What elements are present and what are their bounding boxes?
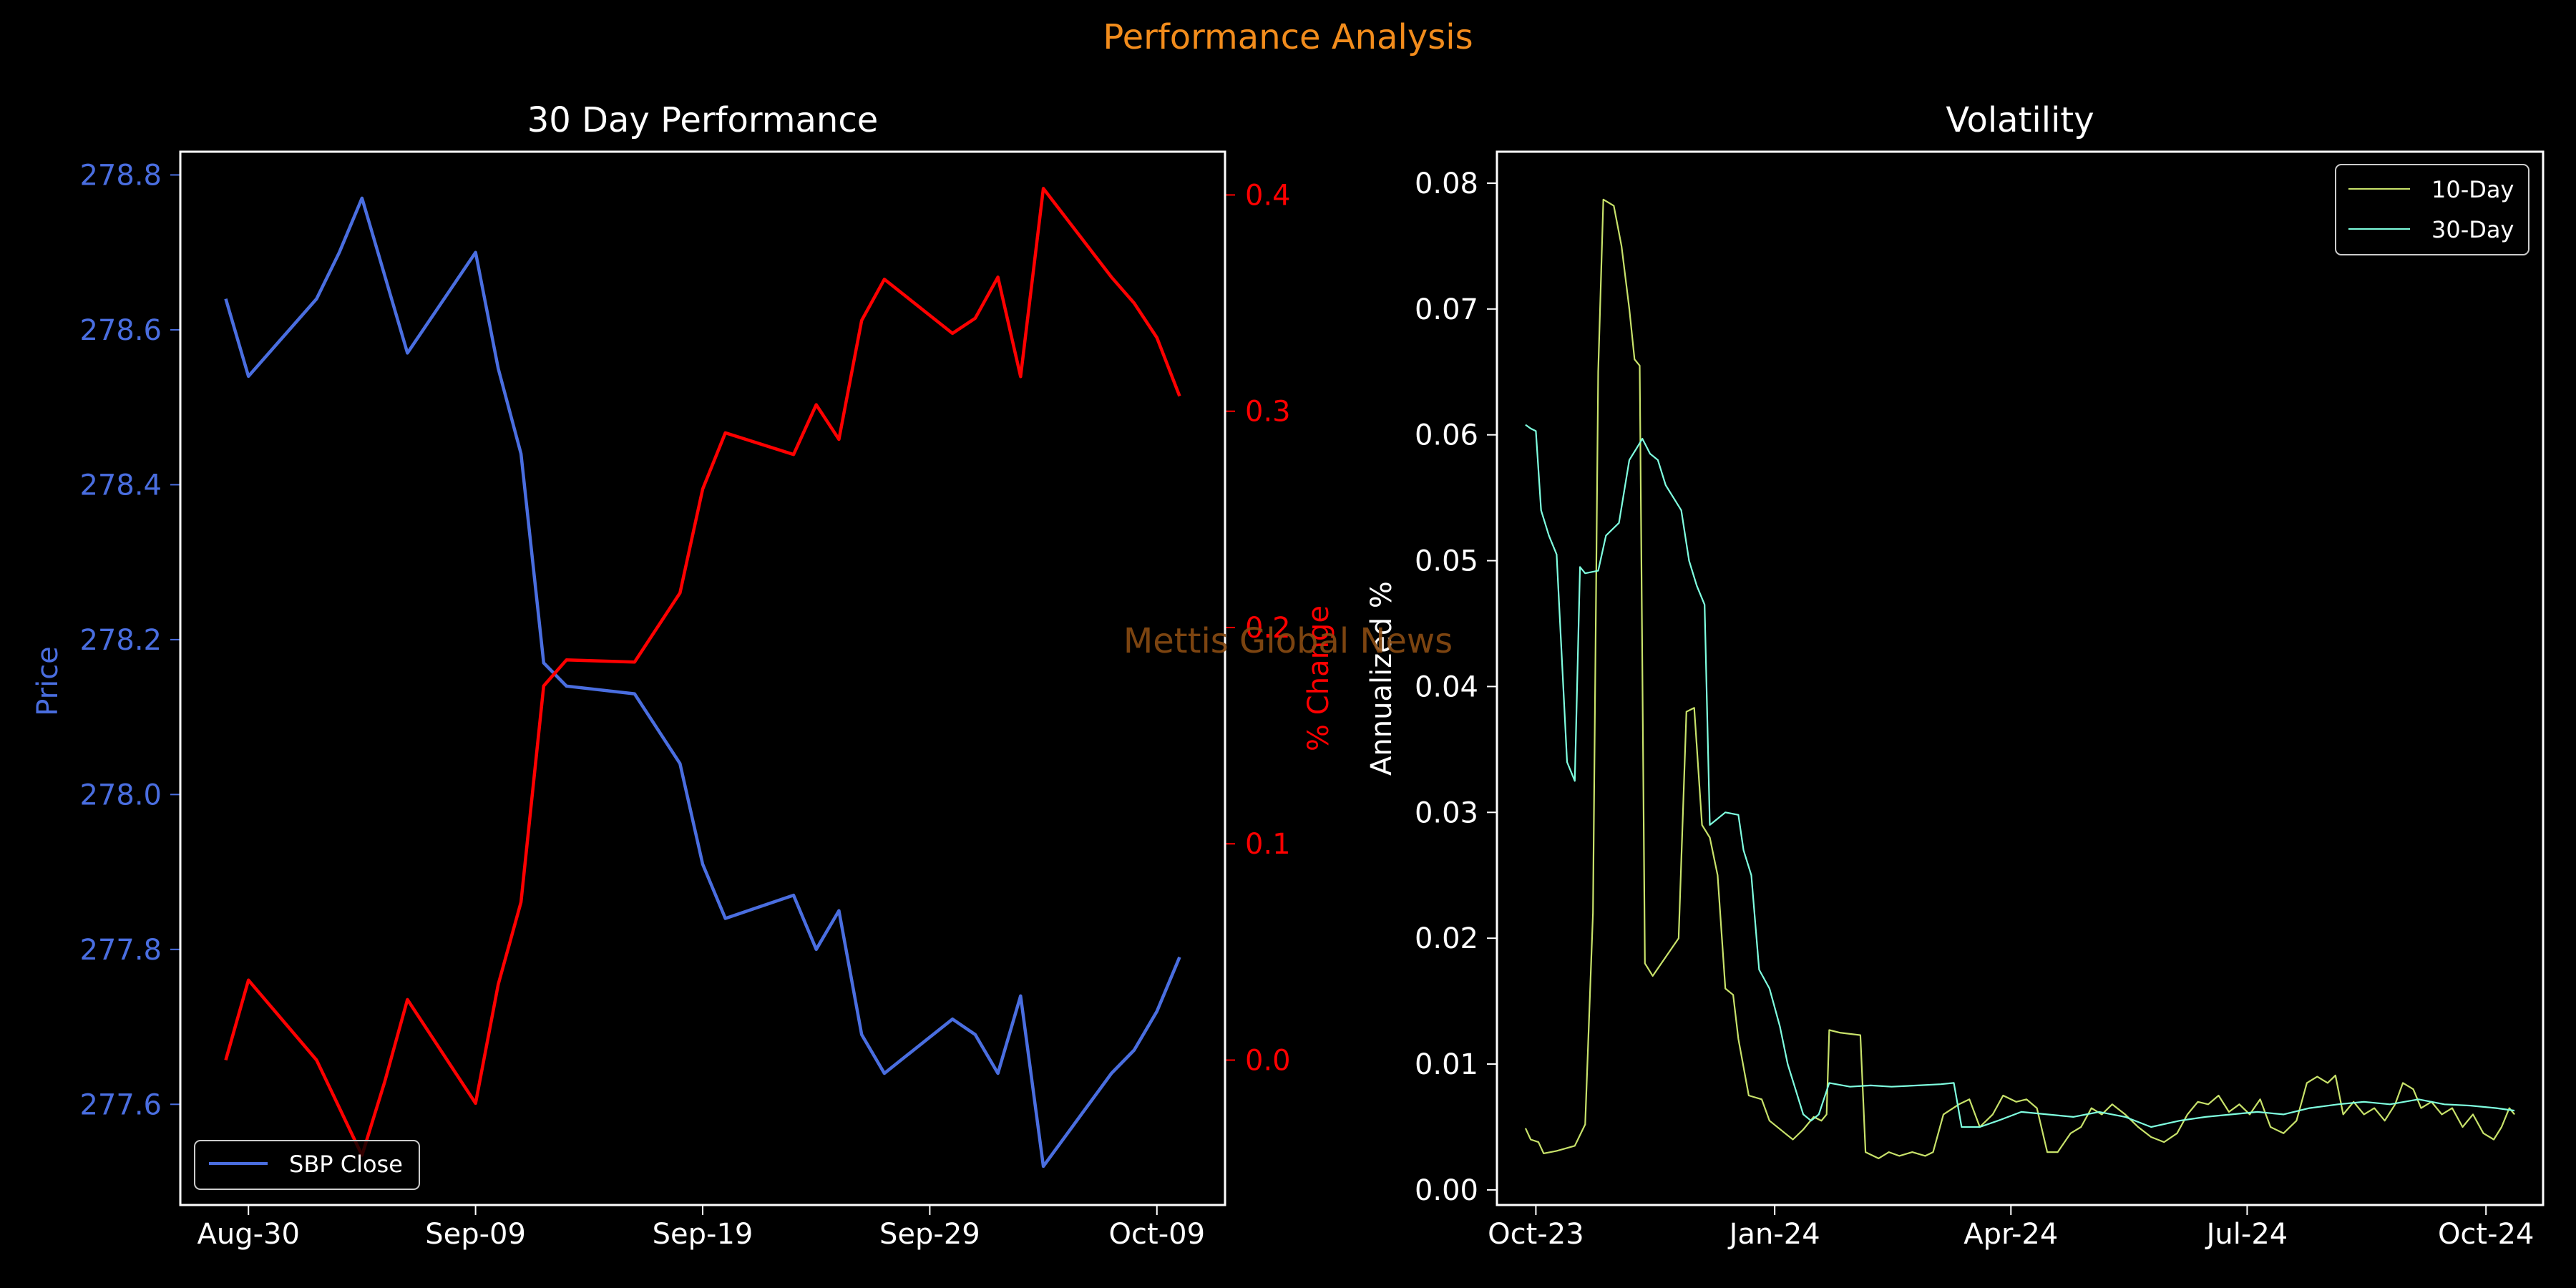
price-tick-label: 277.6: [79, 1088, 162, 1121]
volatility-chart-title: Volatility: [1946, 100, 2094, 140]
volatility-axis-label: Annualized %: [1365, 581, 1398, 776]
volatility-series: [1524, 198, 2515, 1159]
volatility-plot-frame: [1496, 150, 2545, 1206]
price-tick-label: 278.0: [79, 779, 162, 811]
y-tick-label: 0.05: [1415, 545, 1478, 578]
x-tick-label: Sep-29: [879, 1218, 980, 1251]
x-tick-label: Jan-24: [1727, 1218, 1820, 1251]
change-tick-label: 0.0: [1245, 1044, 1291, 1077]
x-tick-label: Oct-09: [1109, 1218, 1206, 1251]
x-tick-label: Jul-24: [2205, 1218, 2288, 1251]
performance-ticks: Aug-30 Sep-09 Sep-19 Sep-29 Oct-09 277.6 277.8…: [79, 159, 1290, 1251]
y-tick-label: 0.08: [1415, 167, 1478, 200]
change-tick-label: 0.2: [1245, 612, 1291, 645]
series-line-change: [224, 187, 1181, 1157]
change-axis-label: % Change: [1302, 605, 1335, 751]
y-tick-label: 0.06: [1415, 419, 1478, 452]
change-tick-label: 0.1: [1245, 828, 1291, 861]
volatility-legend[interactable]: 10-Day 30-Day: [2335, 164, 2529, 255]
change-tick-label: 0.3: [1245, 396, 1291, 429]
performance-legend-box: [194, 1140, 420, 1190]
x-tick-label: Sep-09: [425, 1218, 526, 1251]
y-tick-label: 0.07: [1415, 293, 1478, 326]
legend-label-30-day: 30-Day: [2431, 216, 2514, 243]
price-tick-label: 277.8: [79, 934, 162, 967]
performance-series: [224, 187, 1181, 1169]
performance-legend[interactable]: SBP Close: [194, 1140, 420, 1190]
change-tick-label: 0.4: [1245, 179, 1291, 212]
x-tick-label: Oct-24: [2438, 1218, 2534, 1251]
series-line-30-day: [1525, 424, 2515, 1128]
x-tick-label: Aug-30: [197, 1218, 299, 1251]
series-line-sbp-close: [224, 196, 1181, 1169]
watermark: Mettis Global News: [1123, 621, 1453, 661]
y-tick-label: 0.02: [1415, 922, 1478, 955]
performance-chart-title: 30 Day Performance: [527, 100, 879, 140]
legend-label-sbp-close: SBP Close: [289, 1151, 403, 1178]
volatility-ticks: Oct-23 Jan-24 Apr-24 Jul-24 Oct-24 0.00 0.01 0.…: [1415, 167, 2534, 1251]
price-tick-label: 278.4: [79, 469, 162, 502]
y-tick-label: 0.00: [1415, 1174, 1478, 1207]
x-tick-label: Oct-23: [1488, 1218, 1584, 1251]
performance-plot-frame: [179, 150, 1226, 1206]
x-tick-label: Apr-24: [1963, 1218, 2058, 1251]
price-tick-label: 278.6: [79, 314, 162, 347]
y-tick-label: 0.04: [1415, 670, 1478, 703]
price-tick-label: 278.2: [79, 624, 162, 657]
y-tick-label: 0.01: [1415, 1048, 1478, 1081]
figure-title: Performance Analysis: [1103, 17, 1473, 57]
y-tick-label: 0.03: [1415, 796, 1478, 829]
volatility-chart: Volatility Annualized % Oct-23 Jan-24 Apr-…: [1365, 100, 2545, 1251]
price-axis-label: Price: [31, 646, 64, 716]
performance-chart: 30 Day Performance Price % Change Aug-30…: [31, 100, 1335, 1251]
volatility-legend-box: [2335, 164, 2529, 255]
series-line-10-day: [1524, 198, 2515, 1159]
x-tick-label: Sep-19: [653, 1218, 753, 1251]
legend-label-10-day: 10-Day: [2431, 176, 2514, 203]
price-tick-label: 278.8: [79, 159, 162, 192]
